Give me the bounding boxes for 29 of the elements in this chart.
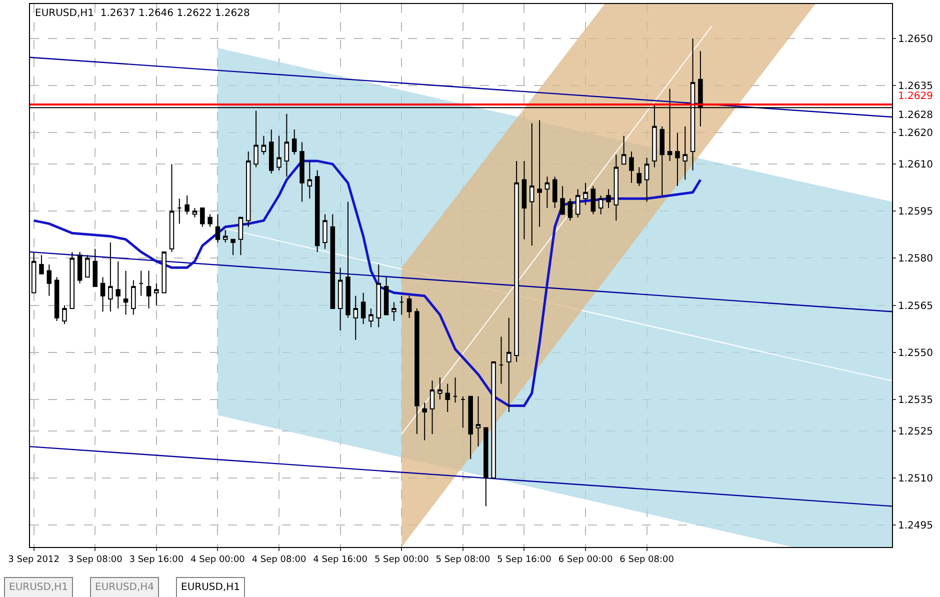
x-tick-label: 3 Sep 08:00 [68, 554, 123, 565]
y-tick-label: 1.2510 [898, 473, 933, 484]
y-tick-label: 1.2535 [898, 394, 933, 406]
y-tick-label: 1.2565 [898, 300, 933, 312]
text: EURUSD,H4 [95, 582, 154, 593]
y-tick-label: 1.2650 [898, 34, 933, 46]
text: EURUSD,H1 [181, 582, 240, 593]
x-tick-label: 6 Sep 08:00 [620, 554, 674, 565]
x-tick-label: 4 Sep 08:00 [252, 554, 306, 565]
x-tick-label: 3 Sep 2012 [8, 554, 60, 565]
text: EURUSD,H1 [9, 582, 68, 593]
x-tick-label: 5 Sep 00:00 [374, 554, 430, 565]
x-tick-label: 5 Sep 08:00 [436, 554, 490, 565]
chart-title: EURUSD,H1 1.2637 1.2646 1.2622 1.2628 [35, 8, 250, 19]
x-tick-label: 4 Sep 00:00 [190, 554, 246, 565]
y-tick-label: 1.2550 [898, 348, 933, 359]
y-tick-label: 1.2580 [898, 254, 933, 265]
x-tick-label: 3 Sep 16:00 [129, 554, 184, 565]
y-tick-label: 1.2595 [898, 206, 933, 218]
x-tick-label: 4 Sep 16:00 [313, 554, 368, 565]
ref-line-label: 1.2629 [898, 91, 933, 102]
y-tick-label: 1.2495 [898, 520, 933, 532]
x-tick-label: 6 Sep 00:00 [558, 554, 613, 565]
y-tick-label: 1.2635 [898, 81, 933, 92]
x-tick-label: 5 Sep 16:00 [497, 554, 552, 565]
ref-line-label: 1.2628 [898, 110, 933, 121]
y-tick-label: 1.2525 [898, 426, 933, 438]
y-tick-label: 1.2610 [898, 160, 933, 171]
y-tick-label: 1.2620 [898, 128, 933, 140]
